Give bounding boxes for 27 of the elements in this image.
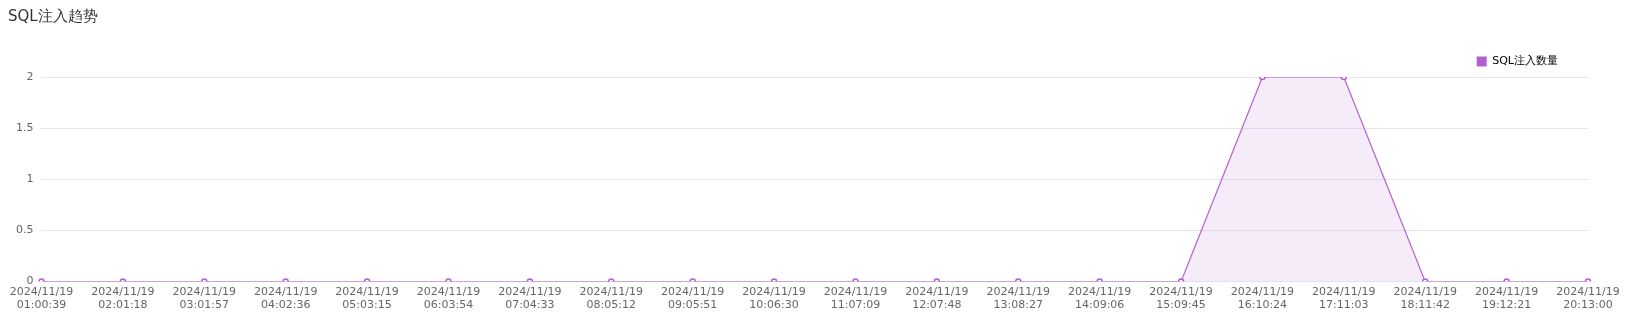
y-tick-label: 2	[26, 69, 34, 83]
x-tick-label: 2024/11/19 19:12:21	[1474, 285, 1539, 312]
x-tick-label: 2024/11/19 07:04:33	[498, 285, 562, 312]
chart-title: SQL注入趋势	[8, 6, 98, 25]
x-tick-label: 2024/11/19 02:01:18	[91, 285, 155, 312]
y-tick-label: 1.5	[15, 121, 34, 135]
x-tick-label: 2024/11/19 14:09:06	[1067, 285, 1132, 312]
x-tick-label: 2024/11/19 17:11:03	[1312, 285, 1376, 312]
legend-label: SQL注入数量	[1492, 54, 1559, 68]
y-tick-label: 1	[26, 172, 34, 186]
x-tick-label: 2024/11/19 16:10:24	[1230, 285, 1295, 312]
x-tick-label: 2024/11/19 01:00:39	[9, 285, 74, 312]
x-tick-label: 2024/11/19 15:09:45	[1149, 285, 1213, 312]
x-tick-label: 2024/11/19 10:06:30	[742, 285, 806, 312]
x-tick-label: 2024/11/19 18:11:42	[1393, 285, 1457, 312]
x-tick-label: 2024/11/19 04:02:36	[253, 285, 318, 312]
x-tick-label: 2024/11/19 11:07:09	[823, 285, 888, 312]
x-tick-label: 2024/11/19 20:13:00	[1556, 285, 1620, 312]
y-tick-label: 0.5	[15, 223, 34, 237]
x-tick-label: 2024/11/19 03:01:57	[172, 285, 236, 312]
x-tick-label: 2024/11/19 13:08:27	[986, 285, 1050, 312]
x-tick-label: 2024/11/19 06:03:54	[416, 285, 481, 312]
y-tick-label: 0	[26, 274, 34, 288]
x-tick-label: 2024/11/19 05:03:15	[335, 285, 399, 312]
x-tick-label: 2024/11/19 09:05:51	[660, 285, 725, 312]
x-tick-label: 2024/11/19 08:05:12	[579, 285, 643, 312]
x-tick-label: 2024/11/19 12:07:48	[905, 285, 969, 312]
